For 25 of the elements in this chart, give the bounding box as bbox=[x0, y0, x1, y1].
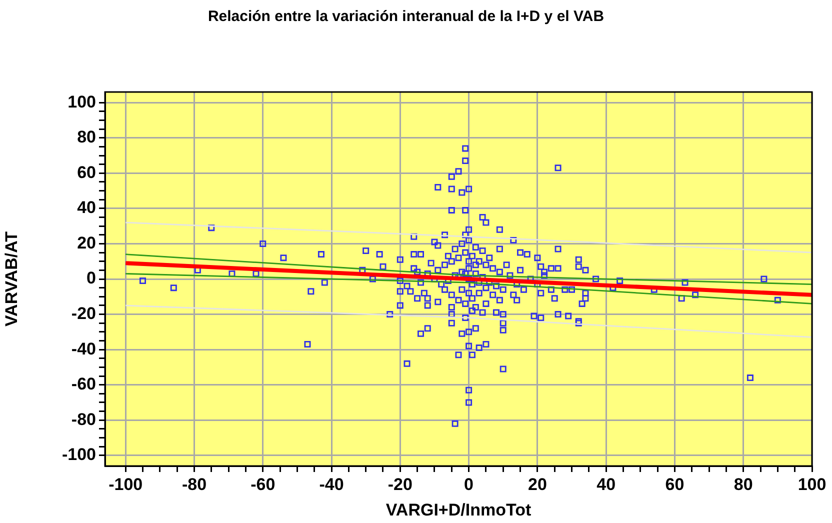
y-tick-label: -40 bbox=[71, 339, 96, 358]
x-tick-label: 40 bbox=[596, 474, 616, 494]
y-tick-label: 40 bbox=[77, 198, 96, 218]
y-tick-label: -80 bbox=[71, 410, 96, 429]
y-tick-label: 20 bbox=[77, 233, 96, 252]
x-tick-label: 80 bbox=[734, 474, 753, 494]
x-tick-label: 20 bbox=[528, 474, 547, 494]
x-tick-label: -20 bbox=[388, 474, 412, 494]
x-tick-label: 60 bbox=[665, 474, 684, 494]
y-tick-label: 60 bbox=[77, 162, 96, 182]
x-tick-label: 0 bbox=[464, 474, 474, 494]
x-tick-label: -60 bbox=[250, 474, 276, 494]
y-tick-label: -100 bbox=[62, 445, 96, 464]
x-tick-label: -100 bbox=[108, 474, 143, 494]
y-axis-title: VARVAB/AT bbox=[2, 230, 21, 327]
y-tick-label: 0 bbox=[86, 268, 96, 288]
x-axis-title: VARGI+D/InmoTot bbox=[386, 500, 532, 520]
x-tick-label: -80 bbox=[182, 474, 207, 494]
y-tick-label: -60 bbox=[71, 374, 96, 394]
y-tick-label: 80 bbox=[77, 128, 96, 147]
x-tick-label: 100 bbox=[798, 474, 826, 494]
y-tick-label: -20 bbox=[71, 304, 96, 323]
y-tick-label: 100 bbox=[68, 92, 96, 112]
chart-title: Relación entre la variación interanual de la I+D y el VAB bbox=[208, 8, 604, 26]
x-tick-label: -40 bbox=[319, 474, 344, 494]
